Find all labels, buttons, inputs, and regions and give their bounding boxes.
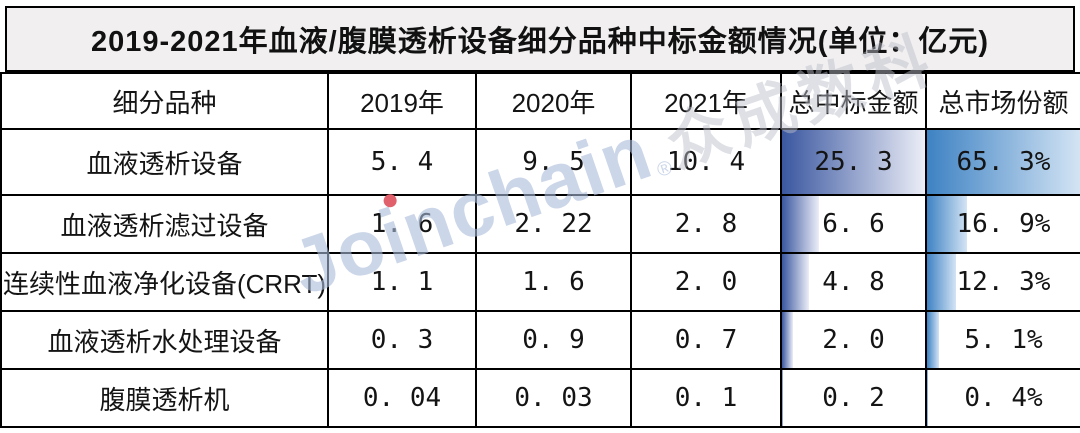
table-row: 血液透析设备 5. 4 9. 5 10. 4 25. 3 65. 3% (0, 128, 1080, 196)
value-cell-y2021: 0. 1 (630, 368, 782, 428)
databar-total (783, 371, 784, 425)
total-value: 6. 6 (822, 209, 885, 239)
value-cell-y2021: 2. 8 (630, 194, 782, 254)
column-header-4: 总中标金额 (780, 72, 927, 130)
category-cell: 血液透析滤过设备 (0, 194, 329, 254)
share-cell: 0. 4% (925, 368, 1080, 428)
share-cell: 12. 3% (925, 252, 1080, 312)
total-value: 2. 0 (822, 325, 885, 355)
value-cell-y2020: 2. 22 (475, 194, 632, 254)
value-cell-y2021: 0. 7 (630, 310, 782, 370)
share-value: 65. 3% (956, 147, 1051, 177)
column-header-3: 2021年 (630, 72, 782, 130)
total-cell: 2. 0 (780, 310, 927, 370)
column-header-5: 总市场份额 (925, 72, 1080, 130)
value-cell-y2019: 1. 6 (327, 194, 477, 254)
databar-total (783, 197, 820, 251)
value-cell-y2019: 1. 1 (327, 252, 477, 312)
databar-total (783, 255, 810, 309)
value-cell-y2020: 0. 9 (475, 310, 632, 370)
databar-share (928, 131, 1079, 193)
column-header-1: 2019年 (327, 72, 477, 130)
share-cell: 5. 1% (925, 310, 1080, 370)
value-cell-y2019: 0. 3 (327, 310, 477, 370)
value-cell-y2019: 0. 04 (327, 368, 477, 428)
share-value: 16. 9% (956, 209, 1051, 239)
table-row: 血液透析水处理设备 0. 3 0. 9 0. 7 2. 0 5. 1% (0, 310, 1080, 370)
value-cell-y2020: 1. 6 (475, 252, 632, 312)
table-row: 连续性血液净化设备(CRRT) 1. 1 1. 6 2. 0 4. 8 12. 3% (0, 252, 1080, 312)
total-value: 0. 2 (822, 383, 885, 413)
table-row: 血液透析滤过设备 1. 6 2. 22 2. 8 6. 6 16. 9% (0, 194, 1080, 254)
share-value: 12. 3% (956, 267, 1051, 297)
category-cell: 血液透析水处理设备 (0, 310, 329, 370)
databar-share (928, 197, 967, 251)
databar-share (927, 370, 928, 426)
value-cell-y2021: 2. 0 (630, 252, 782, 312)
databar-share (928, 313, 939, 367)
databar-share (928, 255, 956, 309)
value-cell-y2020: 0. 03 (475, 368, 632, 428)
share-cell: 16. 9% (925, 194, 1080, 254)
share-value: 0. 4% (964, 383, 1043, 413)
category-cell: 连续性血液净化设备(CRRT) (0, 252, 329, 312)
table-row: 腹膜透析机 0. 04 0. 03 0. 1 0. 2 0. 4% (0, 368, 1080, 428)
databar-total (783, 313, 794, 367)
share-value: 5. 1% (964, 325, 1043, 355)
total-value: 25. 3 (814, 147, 893, 177)
total-cell: 4. 8 (780, 252, 927, 312)
share-cell: 65. 3% (925, 128, 1080, 196)
total-value: 4. 8 (822, 267, 885, 297)
figure-title: 2019-2021年血液/腹膜透析设备细分品种中标金额情况(单位：亿元) (5, 6, 1075, 72)
total-cell: 25. 3 (780, 128, 927, 196)
value-cell-y2021: 10. 4 (630, 128, 782, 196)
total-cell: 0. 2 (780, 368, 927, 428)
category-cell: 血液透析设备 (0, 128, 329, 196)
column-header-2: 2020年 (475, 72, 632, 130)
header-row: 细分品种 2019年 2020年 2021年 总中标金额 总市场份额 (0, 72, 1080, 130)
category-cell: 腹膜透析机 (0, 368, 329, 428)
databar-total (783, 131, 924, 193)
total-cell: 6. 6 (780, 194, 927, 254)
column-header-0: 细分品种 (0, 72, 329, 130)
value-cell-y2020: 9. 5 (475, 128, 632, 196)
value-cell-y2019: 5. 4 (327, 128, 477, 196)
